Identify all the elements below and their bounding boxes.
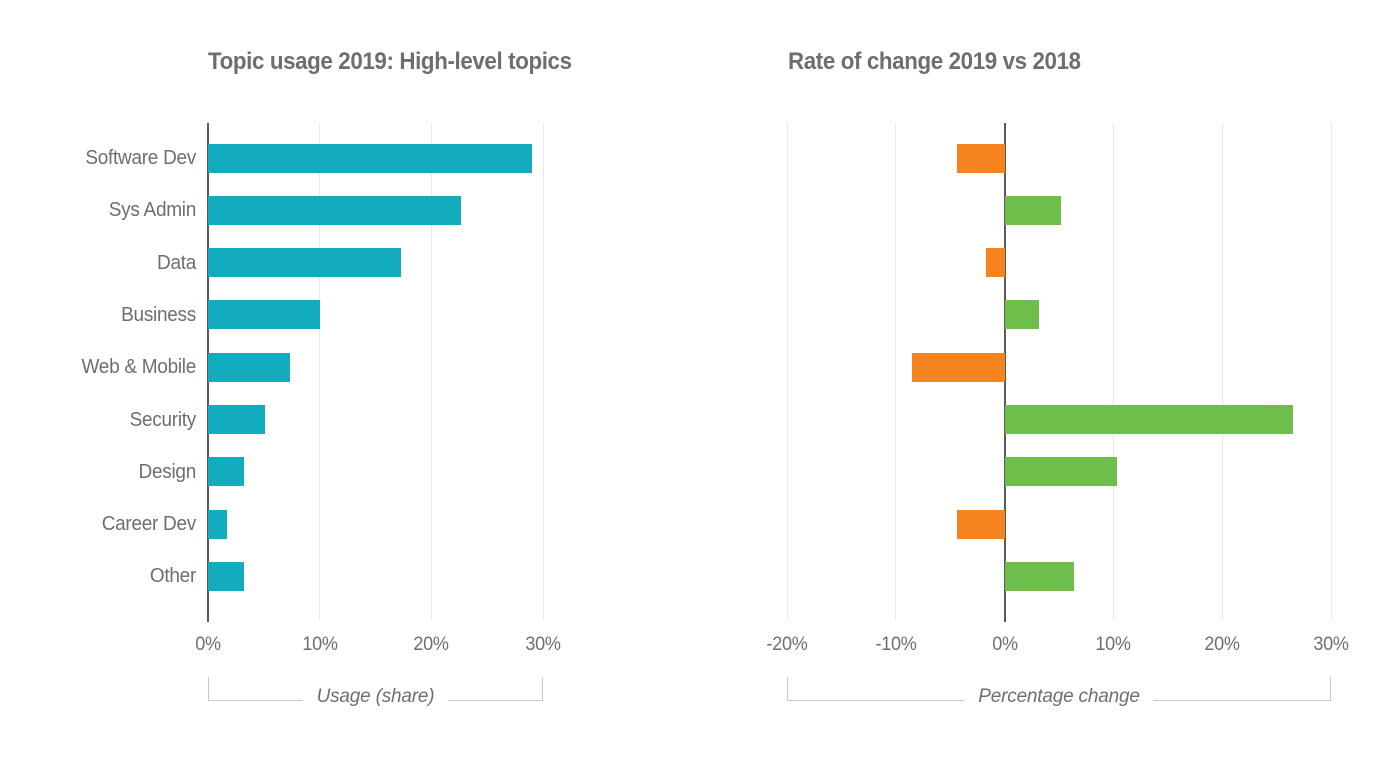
x-tick-label: -20% [766, 634, 808, 655]
x-tick-label: -10% [875, 634, 917, 655]
bracket-left-cap [787, 677, 788, 700]
bracket-right-cap [1330, 677, 1331, 700]
bar-data [208, 248, 402, 278]
axis-range-bracket: Percentage change [787, 677, 1331, 708]
bar-software-dev [208, 143, 532, 173]
x-tick-label: 0% [991, 634, 1018, 655]
gridline-30pct [1330, 123, 1332, 620]
bar-sys-admin [208, 195, 462, 225]
bracket-left-cap [208, 677, 209, 700]
zero-axis-line [1003, 123, 1006, 622]
gridline-30pct [542, 123, 544, 620]
bar-career-dev [956, 509, 1005, 539]
x-tick-label: 20% [1204, 634, 1241, 655]
usage-chart-title: Topic usage 2019: High-level topics [208, 48, 572, 75]
bar-web-mobile [912, 352, 1005, 382]
gridline--10pct [895, 123, 897, 620]
category-label-career-dev: Career Dev [101, 513, 197, 536]
bar-business [1004, 300, 1040, 330]
gridline-20pct [430, 123, 432, 620]
bar-security [208, 405, 265, 434]
bar-data [986, 248, 1005, 278]
x-tick-label: 30% [1313, 634, 1349, 655]
bar-sys-admin [1004, 195, 1062, 225]
bar-other [1004, 561, 1075, 591]
bar-business [208, 300, 320, 330]
gridline--20pct [786, 123, 788, 620]
x-tick-label: 20% [413, 634, 450, 655]
category-label-data: Data [157, 251, 196, 274]
rate-of-change-chart-title: Rate of change 2019 vs 2018 [788, 48, 1081, 75]
category-label-web-mobile: Web & Mobile [81, 356, 196, 379]
category-label-sys-admin: Sys Admin [108, 199, 196, 222]
x-tick-label: 0% [195, 634, 221, 655]
bar-software-dev [956, 143, 1005, 173]
bar-other [208, 561, 244, 591]
bar-design [208, 457, 244, 487]
category-label-business: Business [121, 303, 196, 326]
x-tick-label: 10% [302, 634, 338, 655]
category-label-design: Design [138, 460, 197, 483]
axis-range-bracket: Usage (share) [208, 677, 543, 708]
bar-design [1004, 457, 1117, 487]
x-axis-label: Percentage change [964, 686, 1154, 708]
category-label-software-dev: Software Dev [85, 147, 196, 169]
x-tick-label: 30% [525, 634, 561, 655]
x-axis-label: Usage (share) [302, 686, 449, 708]
gridline-10pct [319, 123, 321, 620]
x-tick-label: 10% [1095, 634, 1132, 655]
category-label-other: Other [149, 565, 196, 588]
bar-security [1004, 405, 1293, 434]
bracket-right-cap [542, 677, 543, 700]
gridline-20pct [1221, 123, 1223, 620]
gridline-10pct [1112, 123, 1114, 620]
bar-web-mobile [208, 352, 290, 382]
bar-career-dev [208, 509, 227, 539]
category-label-security: Security [129, 408, 197, 431]
